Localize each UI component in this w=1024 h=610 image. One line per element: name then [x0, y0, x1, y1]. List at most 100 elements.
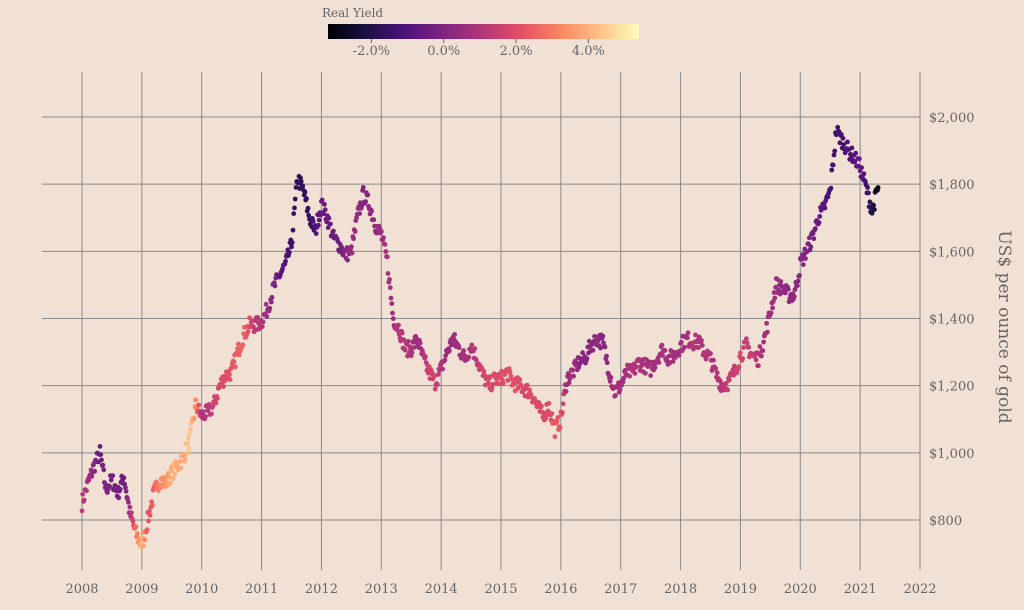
data-point	[121, 475, 127, 481]
data-point	[648, 373, 653, 378]
data-point	[289, 240, 295, 246]
data-point	[481, 368, 487, 374]
y-tick-label: $1,600	[929, 245, 975, 260]
data-point	[283, 258, 288, 264]
data-point	[840, 135, 846, 141]
data-point	[676, 352, 682, 358]
data-point	[290, 227, 296, 233]
data-point	[170, 476, 176, 481]
data-point	[331, 228, 336, 234]
data-point	[570, 367, 576, 373]
data-point	[830, 162, 836, 168]
data-point	[634, 364, 639, 370]
data-point	[340, 252, 346, 258]
data-point	[472, 346, 478, 351]
data-point	[231, 359, 237, 365]
data-point	[604, 353, 609, 359]
data-point	[193, 397, 199, 403]
data-point	[259, 324, 265, 329]
data-point	[859, 165, 864, 171]
data-point	[300, 183, 306, 189]
data-point	[598, 345, 603, 351]
data-point	[452, 332, 457, 337]
data-point	[744, 340, 750, 346]
data-point	[738, 350, 743, 356]
data-point	[566, 380, 572, 386]
data-point	[203, 414, 208, 419]
data-point	[435, 372, 441, 377]
data-point	[378, 229, 384, 234]
data-point	[794, 283, 800, 289]
data-point	[711, 357, 716, 363]
y-tick-label: $1,200	[929, 380, 975, 395]
data-point	[387, 277, 392, 282]
x-tick-label: 2015	[484, 582, 517, 597]
colorbar-tick-label: 0.0%	[427, 44, 460, 59]
data-point	[141, 543, 146, 549]
data-point	[245, 329, 251, 334]
data-point	[818, 207, 824, 213]
data-point	[249, 318, 255, 324]
data-point	[387, 285, 393, 291]
data-point	[617, 387, 623, 393]
data-point	[652, 365, 658, 371]
data-point	[872, 207, 877, 213]
data-point	[795, 278, 801, 284]
data-point	[196, 402, 202, 408]
data-point	[409, 350, 415, 355]
data-point	[107, 484, 113, 489]
data-point	[187, 431, 193, 436]
data-point	[811, 236, 817, 242]
data-point	[313, 231, 319, 237]
data-point	[607, 379, 613, 384]
data-point	[200, 409, 206, 414]
data-points	[79, 124, 881, 550]
data-point	[875, 185, 881, 190]
data-point	[831, 152, 837, 158]
data-point	[213, 400, 219, 406]
data-point	[699, 343, 705, 348]
data-point	[440, 366, 445, 372]
y-tick-label: $800	[929, 514, 962, 529]
data-point	[571, 373, 576, 379]
data-point	[557, 425, 563, 430]
data-point	[871, 202, 876, 208]
data-point	[293, 185, 299, 190]
data-point	[321, 211, 327, 217]
data-point	[693, 332, 698, 338]
data-point	[229, 365, 235, 370]
data-point	[549, 411, 555, 416]
data-point	[800, 262, 806, 267]
data-point	[857, 156, 862, 162]
data-point	[165, 470, 171, 476]
data-point	[210, 403, 216, 409]
data-point	[835, 124, 841, 130]
data-point	[127, 504, 133, 510]
data-point	[764, 320, 769, 326]
data-point	[349, 250, 355, 256]
data-point	[147, 512, 153, 518]
data-point	[778, 279, 784, 284]
data-point	[866, 190, 871, 196]
data-point	[608, 375, 614, 380]
data-point	[861, 171, 867, 177]
data-point	[363, 199, 368, 205]
data-point	[684, 335, 690, 341]
data-point	[539, 403, 544, 409]
data-point	[656, 360, 662, 365]
data-point	[227, 372, 232, 377]
data-point	[505, 378, 511, 383]
data-point	[708, 351, 713, 356]
data-point	[865, 185, 870, 190]
data-point	[725, 387, 731, 393]
data-point	[221, 384, 226, 389]
data-point	[352, 229, 358, 234]
data-point	[782, 290, 788, 296]
data-point	[316, 217, 322, 223]
data-point	[101, 467, 107, 473]
data-point	[732, 363, 737, 369]
data-point	[289, 244, 294, 250]
data-point	[848, 151, 853, 157]
data-point	[316, 222, 321, 228]
